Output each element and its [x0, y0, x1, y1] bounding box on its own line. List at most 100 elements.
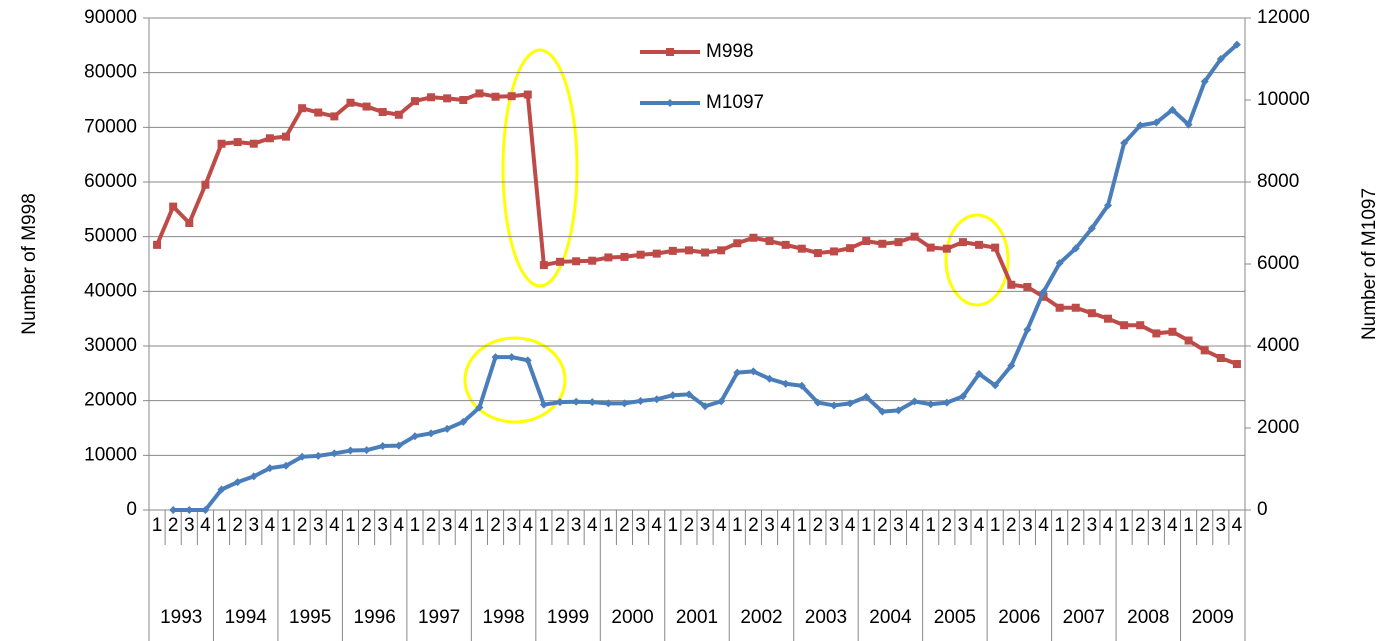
x-tick-label: 3 [506, 515, 517, 536]
x-tick-label: 4 [394, 515, 405, 536]
y-tick-label: 0 [126, 499, 137, 520]
x-tick-label: 3 [893, 515, 904, 536]
x-tick-label: 1 [345, 515, 356, 536]
marker [862, 237, 871, 246]
x-tick-label: 1 [1119, 515, 1130, 536]
marker [169, 202, 178, 211]
marker [926, 243, 935, 252]
marker [781, 240, 790, 249]
highlight-ellipse [501, 48, 579, 288]
marker [910, 397, 919, 406]
x-tick-label: 1 [732, 515, 743, 536]
x-tick-label: 1 [281, 515, 292, 536]
y-tick-label: 70000 [84, 116, 137, 137]
x-tick-label: 3 [829, 515, 840, 536]
marker [926, 400, 935, 409]
marker [539, 400, 548, 409]
x-tick-label: 1 [474, 515, 485, 536]
marker [362, 102, 371, 111]
x-tick-label: 2 [1199, 515, 1210, 536]
x-tick-label: 1 [990, 515, 1001, 536]
year-label: 1993 [160, 607, 202, 628]
marker [443, 424, 452, 433]
marker [1152, 118, 1161, 127]
marker [459, 96, 468, 104]
marker [169, 506, 178, 514]
x-tick-label: 4 [329, 515, 340, 536]
marker [846, 399, 855, 408]
y-tick-label: 20000 [84, 390, 137, 411]
marker [491, 353, 500, 362]
marker [749, 367, 758, 376]
marker [668, 391, 677, 400]
y2-axis-label: Number of M1097 [1359, 188, 1380, 340]
highlight-ellipse [463, 336, 567, 424]
year-label: 2009 [1192, 607, 1234, 628]
x-tick-label: 1 [1183, 515, 1194, 536]
year-label: 2007 [1063, 607, 1105, 628]
x-tick-label: 3 [377, 515, 388, 536]
marker [958, 238, 967, 247]
marker [991, 243, 1000, 252]
y2-tick-label: 10000 [1257, 89, 1310, 110]
year-label: 2004 [869, 607, 912, 628]
year-label: 1998 [482, 607, 524, 628]
marker [1023, 282, 1032, 291]
x-tick-label: 1 [216, 515, 227, 536]
marker [749, 233, 758, 242]
marker [894, 406, 903, 415]
marker [862, 392, 871, 401]
x-tick-label: 4 [974, 515, 985, 536]
marker [233, 478, 242, 487]
y2-tick-label: 4000 [1257, 335, 1299, 356]
marker [1168, 105, 1177, 114]
x-tick-label: 4 [845, 515, 856, 536]
marker [427, 93, 436, 102]
marker [185, 219, 194, 227]
marker [830, 401, 838, 410]
year-label: 1994 [225, 607, 268, 628]
marker [1071, 303, 1080, 312]
marker [1120, 321, 1129, 330]
x-tick-label: 2 [426, 515, 437, 536]
marker [701, 402, 710, 411]
marker [604, 399, 613, 408]
x-tick-label: 4 [1167, 515, 1178, 536]
x-tick-label: 4 [587, 515, 598, 536]
marker [684, 246, 693, 255]
year-label: 2001 [676, 607, 718, 628]
x-tick-label: 1 [410, 515, 421, 536]
x-tick-label: 1 [539, 515, 550, 536]
marker [410, 97, 419, 106]
marker [1104, 314, 1112, 323]
x-tick-label: 2 [813, 515, 824, 536]
year-label: 2006 [998, 607, 1040, 628]
marker [249, 139, 258, 148]
x-tick-label: 2 [1006, 515, 1017, 536]
x-tick-label: 4 [1103, 515, 1114, 536]
y-tick-label: 40000 [84, 280, 137, 301]
marker [298, 452, 307, 461]
x-tick-label: 1 [1054, 515, 1065, 536]
marker [910, 232, 919, 241]
y2-tick-label: 8000 [1257, 171, 1299, 192]
y-tick-label: 80000 [84, 62, 137, 83]
marker [1184, 336, 1193, 345]
marker [1200, 77, 1209, 86]
marker [636, 250, 645, 259]
x-tick-label: 3 [700, 515, 711, 536]
marker [1055, 303, 1064, 312]
x-tick-label: 2 [619, 515, 630, 536]
year-label: 1999 [547, 607, 589, 628]
marker [443, 94, 452, 103]
marker [217, 139, 226, 148]
marker [330, 449, 339, 458]
marker [201, 506, 210, 514]
marker [185, 506, 194, 514]
marker [1184, 120, 1193, 129]
year-label: 1995 [289, 607, 331, 628]
marker [1007, 361, 1016, 370]
x-tick-label: 2 [1135, 515, 1146, 536]
x-tick-label: 2 [942, 515, 953, 536]
